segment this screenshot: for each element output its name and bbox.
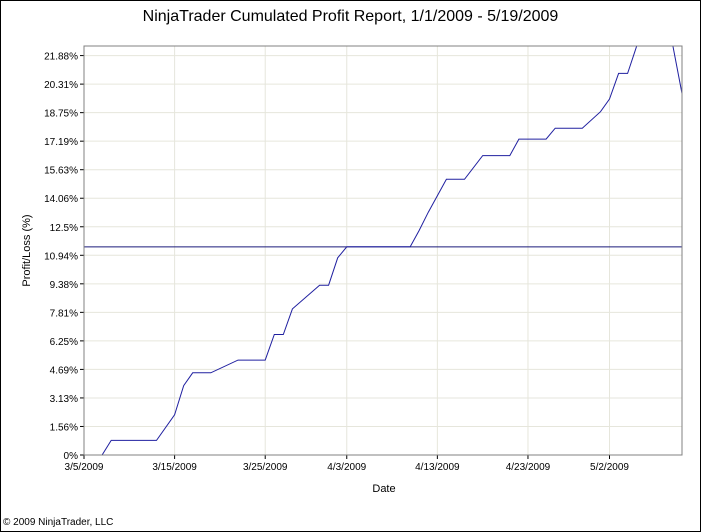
- y-axis-ticks: 0% 1.56% 3.13% 4.69% 6.25% 7.81% 9.38% 10.94% 12…: [44, 52, 84, 462]
- y-axis-label: Profit/Loss (%): [21, 214, 33, 286]
- y-tick-label: 0%: [64, 451, 79, 462]
- y-tick-label: 3.13%: [50, 394, 78, 405]
- x-axis-label: Date: [372, 483, 395, 495]
- y-tick-label: 1.56%: [50, 422, 78, 433]
- y-tick-label: 14.06%: [44, 194, 78, 205]
- x-axis-ticks: 3/5/2009 3/15/2009 3/25/2009 4/3/2009 4/13/2…: [65, 455, 629, 473]
- series-line: [84, 45, 683, 456]
- grid-lines: [83, 46, 682, 456]
- y-tick-label: 12.5%: [50, 223, 78, 234]
- copyright-footer: © 2009 NinjaTrader, LLC: [3, 517, 114, 528]
- chart-title: NinjaTrader Cumulated Profit Report, 1/1…: [142, 8, 559, 25]
- y-tick-label: 20.31%: [44, 80, 78, 91]
- y-tick-label: 4.69%: [50, 365, 78, 376]
- x-tick-label: 3/25/2009: [243, 462, 288, 473]
- y-tick-label: 7.81%: [50, 308, 78, 319]
- y-tick-label: 17.19%: [44, 137, 78, 148]
- x-tick-label: 3/5/2009: [65, 462, 104, 473]
- y-tick-label: 21.88%: [44, 52, 78, 63]
- plot-area-border: [83, 45, 683, 456]
- x-tick-label: 3/15/2009: [152, 462, 197, 473]
- x-tick-label: 5/2/2009: [590, 462, 629, 473]
- y-tick-label: 15.63%: [44, 166, 78, 177]
- x-tick-label: 4/13/2009: [415, 462, 460, 473]
- y-tick-label: 9.38%: [50, 280, 78, 291]
- x-tick-label: 4/3/2009: [327, 462, 366, 473]
- x-tick-label: 4/23/2009: [506, 462, 551, 473]
- y-tick-label: 10.94%: [44, 251, 78, 262]
- y-tick-label: 18.75%: [44, 109, 78, 120]
- y-tick-label: 6.25%: [50, 337, 78, 348]
